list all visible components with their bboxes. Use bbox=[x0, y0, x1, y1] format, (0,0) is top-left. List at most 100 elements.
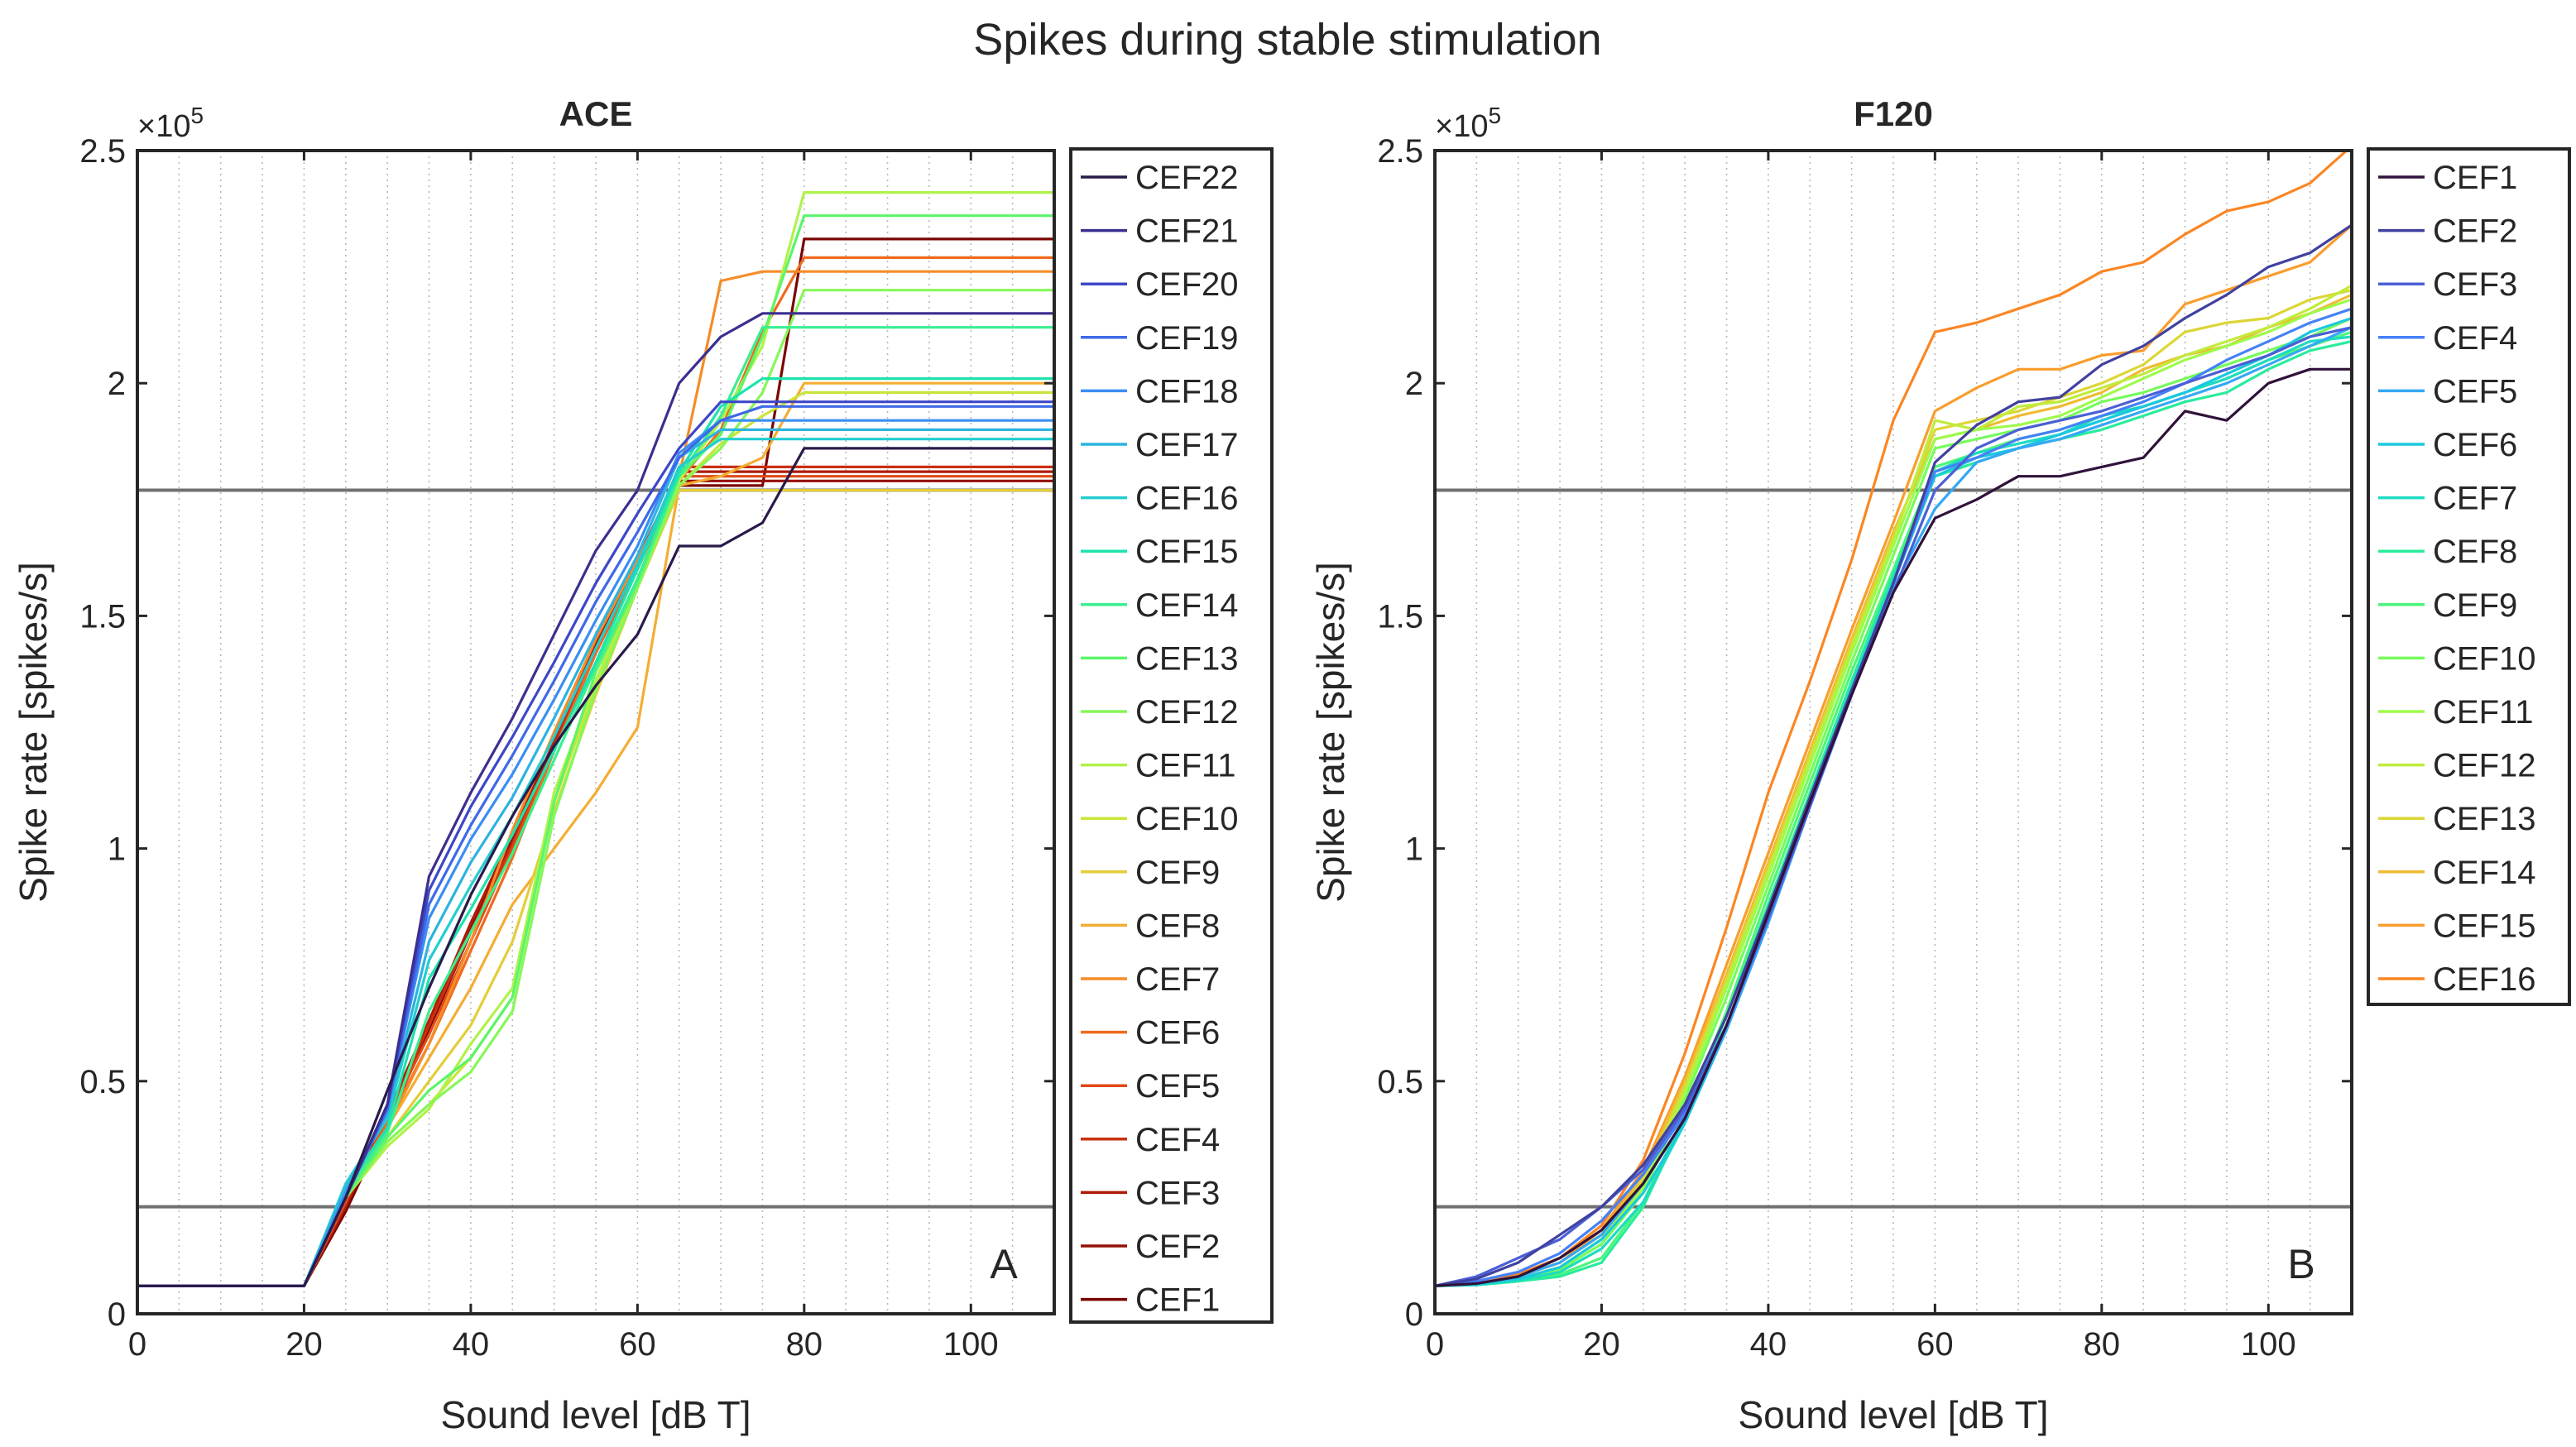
legend-label: CEF5 bbox=[1135, 1068, 1220, 1104]
plot-frame bbox=[1433, 149, 2353, 1315]
x-tick-label: 80 bbox=[786, 1326, 823, 1363]
legend-label: CEF11 bbox=[2433, 694, 2534, 731]
legend-label: CEF4 bbox=[1135, 1122, 1220, 1158]
series-line-cef14 bbox=[1435, 293, 2352, 1287]
series-line-cef2 bbox=[1435, 223, 2352, 1287]
y-exponent: ×105 bbox=[137, 103, 204, 144]
legend-label: CEF6 bbox=[1135, 1015, 1220, 1052]
legend-label: CEF15 bbox=[1135, 534, 1239, 570]
y-tick-label: 1.5 bbox=[1377, 598, 1423, 635]
legend-label: CEF12 bbox=[2433, 748, 2536, 784]
legend-label: CEF16 bbox=[2433, 961, 2536, 998]
legend-label: CEF8 bbox=[2433, 534, 2517, 570]
legend-label: CEF2 bbox=[1135, 1229, 1220, 1265]
legend-label: CEF7 bbox=[2433, 481, 2517, 517]
y-tick-label: 0.5 bbox=[79, 1064, 126, 1100]
series-line-cef4 bbox=[137, 465, 1054, 1287]
legend-label: CEF12 bbox=[1135, 694, 1239, 731]
x-axis-label: Sound level [dB T] bbox=[1738, 1393, 2048, 1436]
x-axis-label: Sound level [dB T] bbox=[440, 1393, 751, 1436]
legend-label: CEF14 bbox=[2433, 855, 2536, 891]
legend-label: CEF17 bbox=[1135, 427, 1239, 463]
series-line-cef1 bbox=[137, 237, 1054, 1287]
x-tick-label: 60 bbox=[1916, 1326, 1954, 1363]
legend-label: CEF5 bbox=[2433, 373, 2517, 410]
y-tick-label: 2 bbox=[108, 366, 126, 402]
series-line-cef3 bbox=[137, 470, 1054, 1287]
y-tick-label: 2 bbox=[1405, 366, 1423, 402]
legend-label: CEF9 bbox=[2433, 587, 2517, 624]
series-line-cef10 bbox=[1435, 317, 2352, 1287]
y-tick-label: 1 bbox=[1405, 831, 1423, 868]
x-tick-label: 100 bbox=[943, 1326, 999, 1363]
legend-box bbox=[1069, 147, 1274, 1324]
legend-label: CEF2 bbox=[2433, 213, 2517, 250]
legend-box bbox=[2367, 147, 2571, 1006]
series-line-cef22 bbox=[137, 447, 1054, 1287]
legend-label: CEF22 bbox=[1135, 160, 1239, 196]
series-line-cef15 bbox=[1435, 223, 2352, 1287]
series-line-cef6 bbox=[1435, 316, 2352, 1287]
panel-label: A bbox=[990, 1241, 1018, 1287]
legend-label: CEF1 bbox=[1135, 1282, 1220, 1319]
series-line-cef7 bbox=[1435, 335, 2352, 1287]
legend-label: CEF16 bbox=[1135, 481, 1239, 517]
series-line-cef11 bbox=[137, 191, 1054, 1287]
y-axis-label: Spike rate [spikes/s] bbox=[1309, 562, 1352, 903]
legend-label: CEF14 bbox=[1135, 587, 1239, 624]
legend-label: CEF13 bbox=[2433, 801, 2536, 837]
legend-label: CEF3 bbox=[1135, 1175, 1220, 1211]
y-axis-label: Spike rate [spikes/s] bbox=[12, 562, 55, 903]
chart-title: F120 bbox=[1854, 94, 1933, 133]
legend: CEF1 CEF2 CEF3 CEF4 CEF5 CEF6 CEF7 CEF8 CEF9 CEF1… bbox=[2367, 147, 2571, 1006]
legend: CEF22 CEF21 CEF20 CEF19 CEF18 CEF17 CEF16 CEF15… bbox=[1069, 147, 1274, 1324]
legend-label: CEF1 bbox=[2433, 160, 2517, 196]
series-line-cef8 bbox=[1435, 340, 2352, 1287]
x-tick-label: 20 bbox=[1583, 1326, 1620, 1363]
legend-label: CEF10 bbox=[1135, 801, 1239, 837]
legend-label: CEF19 bbox=[1135, 320, 1239, 357]
y-tick-label: 0 bbox=[108, 1296, 126, 1333]
legend-label: CEF11 bbox=[1135, 748, 1236, 784]
legend-label: CEF21 bbox=[1135, 213, 1239, 250]
legend-label: CEF9 bbox=[1135, 855, 1220, 891]
y-tick-label: 0 bbox=[1405, 1296, 1423, 1333]
x-tick-label: 20 bbox=[285, 1326, 323, 1363]
series-line-cef16 bbox=[1435, 151, 2349, 1287]
chart-title: ACE bbox=[559, 94, 633, 133]
series-line-cef13 bbox=[137, 214, 1054, 1287]
legend-label: CEF13 bbox=[1135, 640, 1239, 677]
legend-label: CEF8 bbox=[1135, 908, 1220, 944]
series-line-cef1 bbox=[1435, 367, 2352, 1287]
legend-label: CEF10 bbox=[2433, 640, 2536, 677]
x-tick-label: 0 bbox=[1426, 1326, 1444, 1363]
series-line-cef4 bbox=[1435, 307, 2352, 1287]
legend-label: CEF18 bbox=[1135, 373, 1239, 410]
legend-label: CEF20 bbox=[1135, 266, 1239, 303]
y-tick-label: 0.5 bbox=[1377, 1064, 1423, 1100]
x-tick-label: 40 bbox=[453, 1326, 490, 1363]
legend-label: CEF7 bbox=[1135, 961, 1220, 998]
x-tick-label: 80 bbox=[2084, 1326, 2121, 1363]
y-exponent: ×105 bbox=[1435, 103, 1501, 144]
panel-f120: 0 20 40 60 80 100 0 0.5 1 1.5 2 2.5 F120 ×105 Sound… bbox=[1309, 94, 2571, 1436]
series-line-cef5 bbox=[1435, 326, 2352, 1287]
y-tick-label: 2.5 bbox=[79, 133, 126, 170]
series-line-cef10 bbox=[137, 390, 1054, 1287]
legend-label: CEF15 bbox=[2433, 908, 2536, 944]
x-tick-label: 0 bbox=[128, 1326, 146, 1363]
x-tick-label: 40 bbox=[1750, 1326, 1787, 1363]
x-tick-label: 60 bbox=[619, 1326, 656, 1363]
panel-ace: 0 20 40 60 80 100 0 0.5 1 1.5 2 2.5 ACE ×105 Sound … bbox=[12, 94, 1274, 1436]
panel-label: B bbox=[2287, 1241, 2315, 1287]
figure-title: Spikes during stable stimulation bbox=[973, 15, 1601, 65]
legend-label: CEF4 bbox=[2433, 320, 2517, 357]
y-tick-label: 1 bbox=[108, 831, 126, 868]
y-tick-label: 2.5 bbox=[1377, 133, 1423, 170]
plot-frame bbox=[136, 149, 1056, 1315]
legend-label: CEF6 bbox=[2433, 427, 2517, 463]
series-line-cef15 bbox=[137, 377, 1054, 1287]
y-tick-label: 1.5 bbox=[79, 598, 126, 635]
x-tick-label: 100 bbox=[2241, 1326, 2296, 1363]
